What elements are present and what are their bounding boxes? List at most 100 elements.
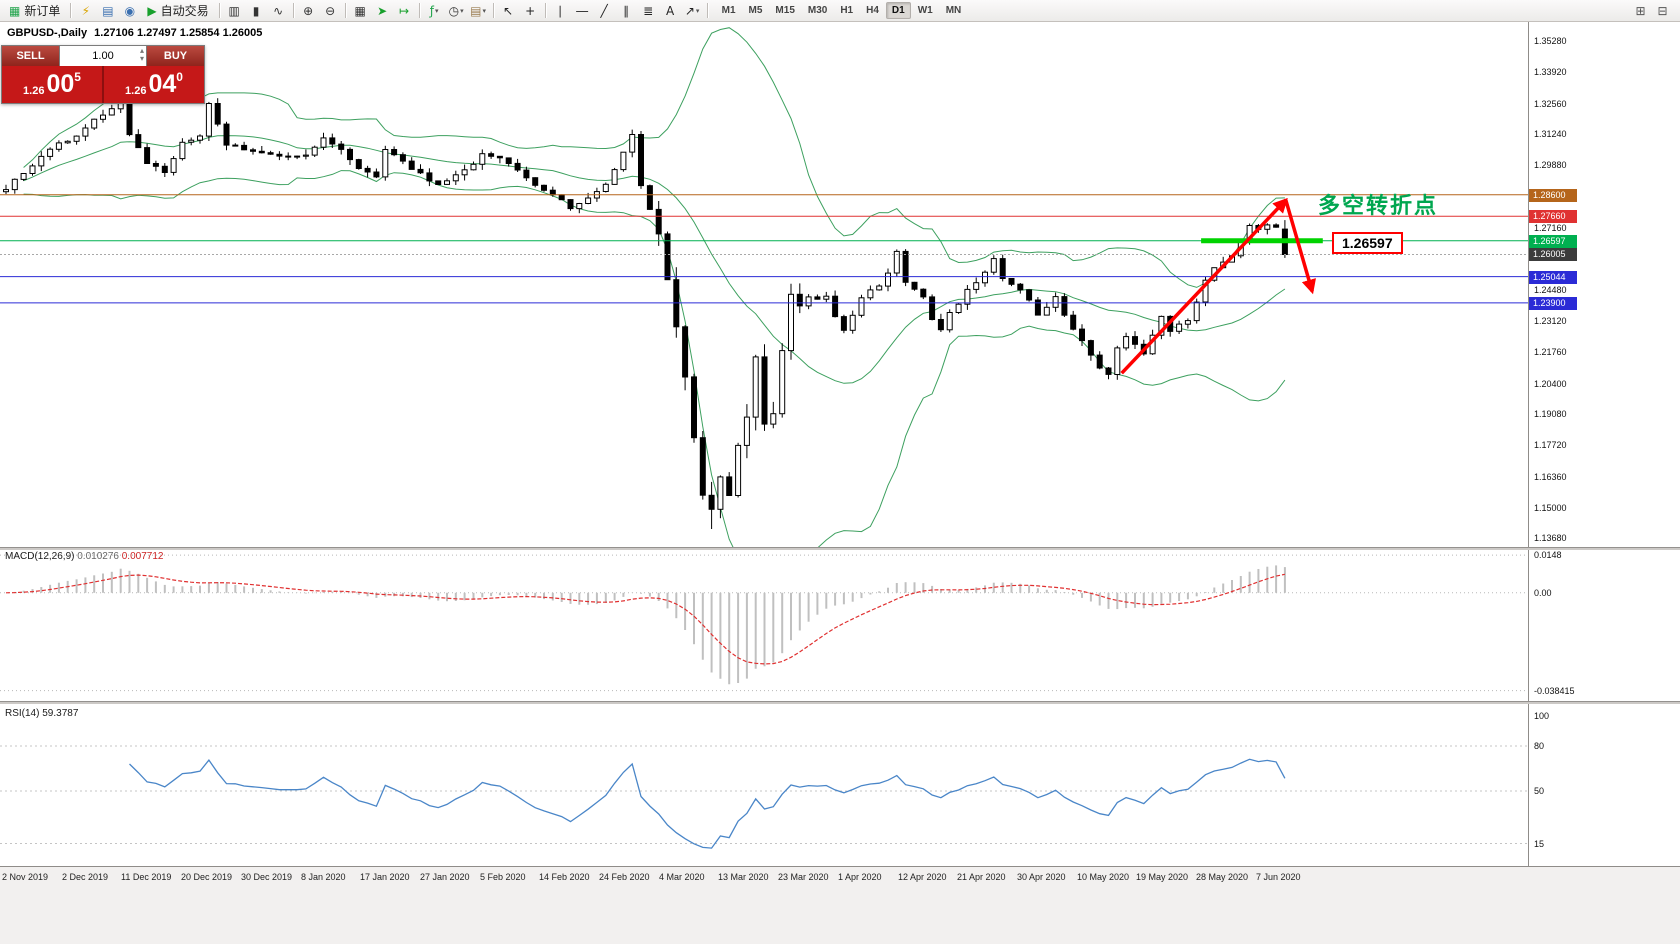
price-axis-label: 1.35280: [1534, 36, 1567, 46]
timeframe-h1[interactable]: H1: [840, 5, 854, 16]
line-chart-icon[interactable]: ∿: [268, 2, 289, 20]
timeframe-w1[interactable]: W1: [917, 5, 933, 16]
data-window-icon[interactable]: ◉: [119, 2, 140, 20]
timeframe-mn[interactable]: MN: [945, 5, 962, 16]
spin-up-icon[interactable]: ▴: [139, 46, 144, 55]
sell-button[interactable]: SELL: [2, 46, 59, 66]
trend-arrow-down[interactable]: [1284, 199, 1316, 295]
caret-down-icon: ▾: [482, 6, 487, 15]
timeframe-h4[interactable]: H4: [866, 5, 879, 16]
chart-shift-icon[interactable]: ↦: [394, 2, 415, 20]
price-axis-label: 1.32560: [1534, 99, 1567, 109]
zoom-in-icon[interactable]: ⊕: [298, 2, 319, 20]
equidistant-channel-icon[interactable]: ∥: [616, 2, 637, 20]
indicators-icon-glyph: ƒ: [429, 3, 434, 18]
bar-chart-icon[interactable]: ▥: [224, 2, 245, 20]
ask-price-prefix: 1.26: [125, 85, 147, 97]
bid-price-prefix: 1.26: [23, 85, 45, 97]
vertical-line-icon-glyph: ∣: [557, 3, 564, 18]
pane-separator-macd[interactable]: [0, 547, 1680, 550]
autotrading-button[interactable]: ▶ 自动交易: [141, 2, 214, 20]
print-icon[interactable]: ⊞: [1630, 2, 1651, 20]
price-axis-label: 1.23120: [1534, 316, 1567, 326]
rsi-name: RSI(14): [5, 708, 40, 719]
autotrading-button-label: 自动交易: [160, 4, 209, 18]
new-order-button-label: 新订单: [24, 4, 61, 18]
chart-plot[interactable]: [0, 22, 1529, 867]
one-click-prices: 1.26 00 5 1.26 04 0: [2, 66, 204, 103]
print-preview-icon[interactable]: ⊟: [1652, 2, 1673, 20]
market-watch-icon[interactable]: ▤: [97, 2, 118, 20]
candlestick-chart-icon[interactable]: ▮: [246, 2, 267, 20]
date-axis-label: 10 May 2020: [1077, 872, 1130, 882]
indicators-icon[interactable]: ƒ ▾: [424, 2, 445, 20]
fibonacci-icon[interactable]: ≣: [638, 2, 659, 20]
toolbar-separator: [418, 3, 420, 18]
periods-icon-glyph: ◷: [448, 3, 460, 18]
timeframe-m15[interactable]: M15: [775, 5, 795, 16]
date-axis-label: 17 Jan 2020: [360, 872, 410, 882]
trend-arrow-up[interactable]: [1120, 197, 1288, 375]
chart-window: GBPUSD-,Daily 1.27106 1.27497 1.25854 1.…: [0, 22, 1680, 944]
ask-price-button[interactable]: 1.26 04 0: [104, 66, 204, 103]
trendline-icon[interactable]: ╱: [594, 2, 615, 20]
cursor-icon[interactable]: ↖: [498, 2, 519, 20]
macd-signal-value: 0.007712: [121, 551, 164, 562]
date-axis-label: 20 Dec 2019: [181, 872, 233, 882]
toolbar-left-group: ▦ 新订单 ⚡ ▤ ◉ ▶ 自动交易 ▥ ▮ ∿ ⊕ ⊖ ▦ ➤ ↦ ƒ ▾ ◷ ▾ ▤ ▾ ↖ + ∣ ― ╱ ∥ ≣ A ↗ ▾: [3, 2, 711, 20]
profiles-icon[interactable]: ⚡: [75, 2, 96, 20]
text-icon-glyph: A: [666, 3, 675, 18]
cursor-icon-glyph: ↖: [503, 3, 514, 18]
bid-price-big: 00: [46, 70, 75, 98]
price-axis-label: 1.17720: [1534, 440, 1567, 450]
price-axis-label: 1.15000: [1534, 503, 1567, 513]
spin-down-icon[interactable]: ▾: [139, 54, 144, 63]
price-axis[interactable]: 1.35280 1.33920 1.32560 1.31240 1.29880 1.271…: [1528, 22, 1680, 866]
timeframe-d1[interactable]: D1: [885, 2, 911, 19]
horizontal-line-icon[interactable]: ―: [572, 2, 593, 20]
macd-name: MACD(12,26,9): [5, 551, 75, 562]
macd-axis-label: -0.038415: [1534, 686, 1575, 696]
periods-icon[interactable]: ◷ ▾: [446, 2, 467, 20]
macd-pane-layer: [0, 554, 1529, 692]
arrows-icon[interactable]: ↗ ▾: [682, 2, 703, 20]
date-axis-label: 24 Feb 2020: [599, 872, 650, 882]
timeframe-m1[interactable]: M1: [721, 5, 736, 16]
price-axis-label: 1.16360: [1534, 472, 1567, 482]
vertical-line-icon[interactable]: ∣: [550, 2, 571, 20]
trendline-icon-glyph: ╱: [600, 3, 608, 18]
date-axis-label: 4 Mar 2020: [659, 872, 705, 882]
ohlc-values: 1.27106 1.27497 1.25854 1.26005: [94, 27, 263, 39]
crosshair-icon[interactable]: +: [520, 2, 541, 20]
bar-chart-icon-glyph: ▥: [228, 3, 240, 18]
timeframe-m5[interactable]: M5: [748, 5, 763, 16]
bid-price-button[interactable]: 1.26 00 5: [2, 66, 104, 103]
volume-spinner[interactable]: ▴ ▾: [140, 47, 144, 63]
auto-scroll-icon-glyph: ➤: [377, 3, 388, 18]
buy-button[interactable]: BUY: [147, 46, 204, 66]
date-axis-label: 28 May 2020: [1196, 872, 1249, 882]
new-order-button[interactable]: ▦ 新订单: [3, 2, 66, 20]
chart-annotation-text[interactable]: 多空转折点: [1318, 193, 1439, 218]
rsi-value: 59.3787: [42, 708, 79, 719]
symbol-period-label: GBPUSD-,Daily: [7, 27, 88, 39]
timeframe-m30[interactable]: M30: [807, 5, 828, 16]
volume-input[interactable]: 1.00 ▴ ▾: [59, 46, 147, 66]
text-icon[interactable]: A: [660, 2, 681, 20]
zoom-out-icon-glyph: ⊖: [325, 3, 336, 18]
date-axis-label: 11 Dec 2019: [121, 872, 172, 882]
profiles-icon-glyph: ⚡: [81, 3, 91, 18]
zoom-out-icon[interactable]: ⊖: [320, 2, 341, 20]
chart-shift-icon-glyph: ↦: [399, 3, 410, 18]
price-level-label[interactable]: 1.26597: [1332, 232, 1403, 254]
auto-scroll-icon[interactable]: ➤: [372, 2, 393, 20]
time-axis[interactable]: 2 Nov 2019 2 Dec 2019 11 Dec 2019 20 Dec 20…: [0, 866, 1680, 944]
macd-indicator-label: MACD(12,26,9) 0.010276 0.007712: [5, 551, 163, 562]
price-axis-label: 1.31240: [1534, 129, 1567, 139]
print-preview-icon-glyph: ⊟: [1657, 3, 1668, 18]
templates-icon[interactable]: ▤ ▾: [468, 2, 489, 20]
caret-down-icon: ▾: [695, 6, 700, 15]
pane-separator-rsi[interactable]: [0, 701, 1680, 704]
tile-windows-icon[interactable]: ▦: [350, 2, 371, 20]
one-click-header: SELL 1.00 ▴ ▾ BUY: [2, 46, 204, 66]
